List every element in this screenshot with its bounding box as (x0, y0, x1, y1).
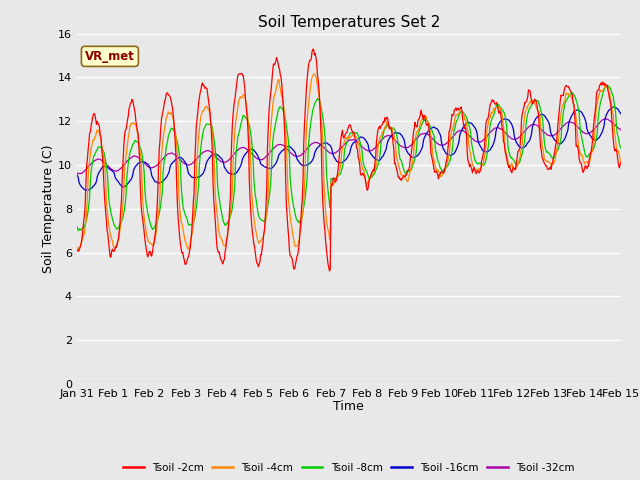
Text: VR_met: VR_met (85, 50, 135, 63)
Legend: Tsoil -2cm, Tsoil -4cm, Tsoil -8cm, Tsoil -16cm, Tsoil -32cm: Tsoil -2cm, Tsoil -4cm, Tsoil -8cm, Tsoi… (119, 458, 579, 477)
Y-axis label: Soil Temperature (C): Soil Temperature (C) (42, 144, 55, 273)
X-axis label: Time: Time (333, 400, 364, 413)
Title: Soil Temperatures Set 2: Soil Temperatures Set 2 (258, 15, 440, 30)
